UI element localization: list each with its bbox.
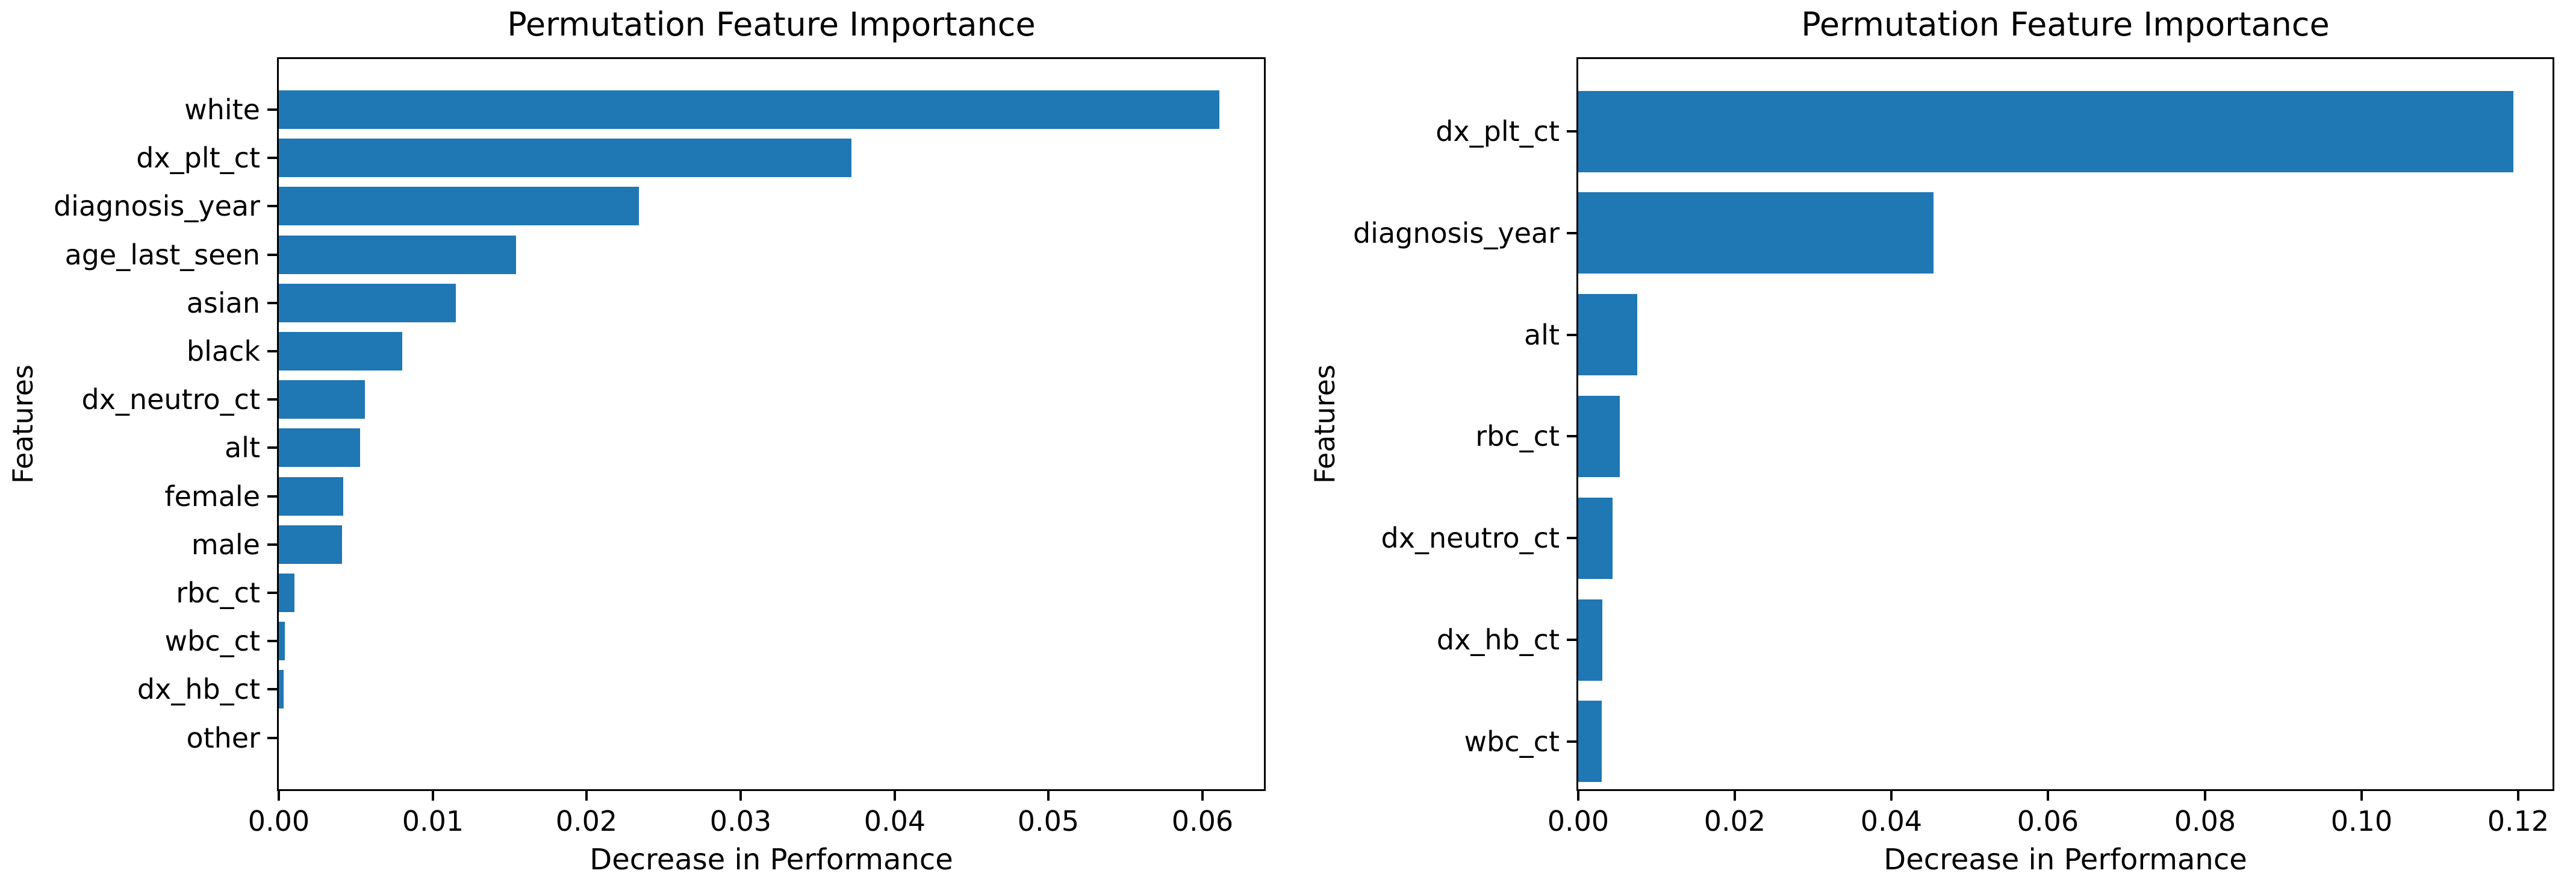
x-axis-tick xyxy=(1577,791,1579,801)
y-axis-tick xyxy=(1567,537,1576,539)
x-axis-tick xyxy=(1734,791,1736,801)
y-axis-tick xyxy=(267,495,277,498)
bar xyxy=(1578,294,1637,375)
y-tick-label: age_last_seen xyxy=(64,239,260,271)
bar xyxy=(279,187,639,225)
y-axis-tick xyxy=(1567,435,1576,437)
x-axis-tick xyxy=(1047,791,1050,801)
y-tick-label: alt xyxy=(1523,319,1560,351)
y-tick-label: white xyxy=(184,93,260,126)
y-tick-label: wbc_ct xyxy=(164,625,260,657)
y-tick-label: asian xyxy=(186,287,260,319)
x-axis-tick xyxy=(739,791,742,801)
y-tick-label: rbc_ct xyxy=(1475,420,1560,452)
y-axis-tick xyxy=(1567,334,1576,336)
x-axis-tick xyxy=(585,791,588,801)
chart-title: Permutation Feature Importance xyxy=(507,5,1036,43)
bar xyxy=(1578,91,2513,172)
y-tick-label: dx_hb_ct xyxy=(137,673,260,705)
bar xyxy=(279,477,343,516)
plot-area xyxy=(1576,57,2554,791)
x-axis-tick xyxy=(1890,791,1893,801)
y-tick-label: dx_plt_ct xyxy=(1436,115,1560,148)
bar xyxy=(279,428,360,467)
y-axis-tick xyxy=(267,302,277,304)
x-tick-label: 0.04 xyxy=(863,805,926,837)
x-axis-tick xyxy=(2204,791,2206,801)
y-axis-tick xyxy=(267,446,277,449)
x-tick-label: 0.02 xyxy=(1703,805,1766,837)
plot-area xyxy=(277,57,1266,791)
y-tick-label: diagnosis_year xyxy=(1352,217,1560,249)
bar xyxy=(1578,498,1613,579)
x-axis-tick xyxy=(1201,791,1204,801)
x-tick-label: 0.02 xyxy=(555,805,618,837)
x-axis-tick xyxy=(894,791,896,801)
y-tick-label: female xyxy=(164,480,260,513)
y-tick-label: male xyxy=(191,528,260,561)
x-tick-label: 0.10 xyxy=(2330,805,2393,837)
y-axis-tick xyxy=(267,157,277,159)
y-axis-tick xyxy=(267,254,277,256)
y-axis-tick xyxy=(267,640,277,642)
bar xyxy=(1578,396,1620,477)
y-axis-tick xyxy=(267,592,277,594)
x-tick-label: 0.08 xyxy=(2174,805,2236,837)
bar xyxy=(279,332,402,371)
x-tick-label: 0.00 xyxy=(1547,805,1610,837)
bar xyxy=(279,622,285,660)
x-axis-tick xyxy=(432,791,434,801)
x-tick-label: 0.06 xyxy=(1171,805,1234,837)
y-axis-tick xyxy=(1567,740,1576,743)
bar xyxy=(279,236,516,274)
x-tick-label: 0.01 xyxy=(402,805,464,837)
y-tick-label: dx_hb_ct xyxy=(1436,624,1560,656)
y-axis-tick xyxy=(1567,639,1576,641)
bar xyxy=(279,574,294,612)
y-axis-tick xyxy=(1567,130,1576,133)
bar xyxy=(279,525,342,564)
y-tick-label: dx_plt_ct xyxy=(136,142,260,174)
bar xyxy=(279,380,365,419)
bar xyxy=(279,284,456,322)
x-tick-label: 0.12 xyxy=(2487,805,2550,837)
x-axis-label: Decrease in Performance xyxy=(1884,843,2247,877)
y-tick-label: dx_neutro_ct xyxy=(1381,522,1560,554)
bar xyxy=(1578,599,1602,681)
y-tick-label: rbc_ct xyxy=(176,577,260,609)
y-tick-label: alt xyxy=(224,431,260,464)
y-tick-label: black xyxy=(186,335,260,367)
x-tick-label: 0.03 xyxy=(709,805,772,837)
y-axis-tick xyxy=(267,688,277,690)
x-tick-label: 0.04 xyxy=(1860,805,1923,837)
right-feature-importance-chart: Permutation Feature Importance Features … xyxy=(1288,0,2576,885)
x-axis-tick xyxy=(2517,791,2519,801)
y-axis-tick xyxy=(267,398,277,401)
bar xyxy=(1578,192,1934,274)
y-axis-tick xyxy=(267,737,277,739)
x-tick-label: 0.00 xyxy=(247,805,310,837)
bar xyxy=(1578,701,1602,782)
x-axis-tick xyxy=(2360,791,2363,801)
chart-title: Permutation Feature Importance xyxy=(1801,5,2330,43)
left-feature-importance-chart: Permutation Feature Importance Features … xyxy=(7,5,1266,877)
y-tick-label: other xyxy=(186,722,260,754)
x-axis-label: Decrease in Performance xyxy=(590,843,953,877)
bar xyxy=(279,90,1219,129)
y-axis-tick xyxy=(1567,232,1576,234)
y-tick-label: dx_neutro_ct xyxy=(81,383,260,416)
bar xyxy=(279,139,851,177)
x-tick-label: 0.05 xyxy=(1017,805,1080,837)
y-axis-tick xyxy=(267,543,277,546)
x-tick-label: 0.06 xyxy=(2017,805,2079,837)
y-tick-label: diagnosis_year xyxy=(53,190,260,222)
y-axis-tick xyxy=(267,350,277,352)
y-axis-tick xyxy=(267,205,277,207)
x-axis-tick xyxy=(278,791,280,801)
y-tick-label: wbc_ct xyxy=(1464,725,1560,758)
bar xyxy=(279,670,284,708)
y-axis-tick xyxy=(267,108,277,111)
x-axis-tick xyxy=(2047,791,2049,801)
